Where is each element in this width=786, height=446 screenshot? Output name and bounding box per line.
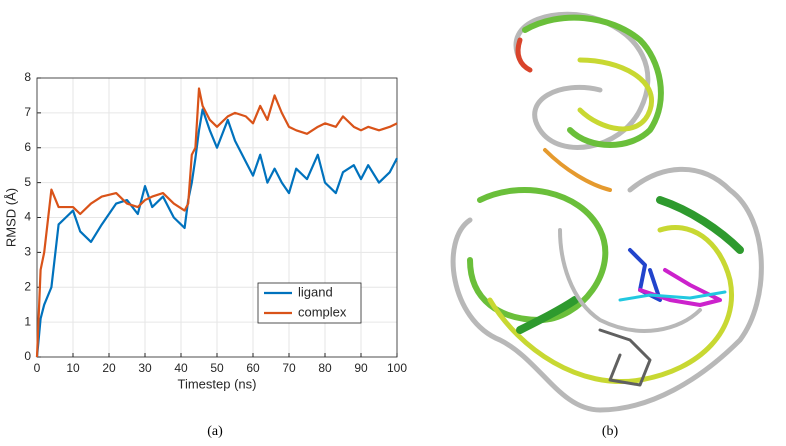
legend-label: complex	[298, 304, 347, 319]
x-axis-label: Timestep (ns)	[178, 376, 257, 391]
x-tick-label: 100	[387, 361, 407, 375]
protein-structure	[450, 11, 764, 413]
line-series	[35, 108, 398, 358]
y-tick-label: 4	[24, 210, 31, 224]
x-tick-label: 30	[138, 361, 152, 375]
x-tick-label: 80	[318, 361, 332, 375]
legend-box	[257, 282, 362, 324]
panel-label: (a)	[207, 424, 223, 439]
y-tick-label: 3	[24, 245, 31, 259]
axes-box	[36, 77, 398, 358]
x-tick-label: 10	[66, 361, 80, 375]
panel-label: (b)	[602, 424, 619, 439]
x-tick-label: 40	[174, 361, 188, 375]
y-tick-label: 1	[24, 314, 31, 328]
x-tick-label: 60	[246, 361, 260, 375]
y-tick-label: 5	[24, 175, 31, 189]
legend-label: ligand	[298, 284, 333, 299]
y-tick-label: 0	[24, 349, 31, 363]
y-tick-label: 6	[24, 140, 31, 154]
x-tick-label: 0	[34, 361, 41, 375]
y-tick-label: 8	[24, 70, 31, 84]
line-series	[35, 87, 398, 358]
x-tick-label: 50	[210, 361, 224, 375]
x-tick-label: 90	[354, 361, 368, 375]
y-tick-label: 7	[24, 105, 31, 119]
y-axis-label: RMSD (Å)	[3, 188, 18, 247]
y-tick-label: 2	[24, 279, 31, 293]
x-tick-label: 20	[102, 361, 116, 375]
x-tick-label: 70	[282, 361, 296, 375]
